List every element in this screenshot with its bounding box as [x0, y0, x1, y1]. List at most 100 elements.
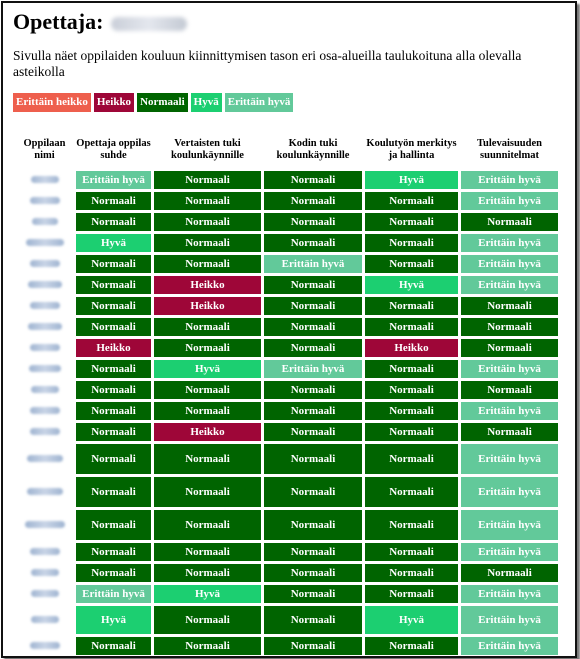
rating-cell-teacher-student: Erittäin hyvä	[76, 171, 151, 189]
student-name-redacted	[16, 477, 73, 507]
student-name-redacted	[16, 543, 73, 561]
table-row: Hyvä Normaali Normaali Hyvä Erittäin hyvä	[16, 606, 558, 634]
rating-cell-future-plans: Erittäin hyvä	[461, 192, 558, 210]
rating-cell-peer-support: Normaali	[154, 402, 261, 420]
student-name-redacted	[16, 171, 73, 189]
page-title: Opettaja:	[13, 9, 188, 35]
redacted-name-blur	[26, 488, 63, 495]
rating-cell-peer-support: Heikko	[154, 423, 261, 441]
rating-cell-home-support: Normaali	[264, 585, 362, 603]
table-row: Normaali Normaali Erittäin hyvä Normaali Eri…	[16, 255, 558, 273]
rating-cell-schoolwork: Hyvä	[365, 606, 458, 634]
redacted-name-blur	[29, 642, 60, 649]
scale-legend: Erittäin heikko Heikko Normaali Hyvä Eri…	[13, 93, 294, 112]
header-schoolwork: Koulutyön merkitys ja hallinta	[366, 138, 457, 161]
rating-cell-teacher-student: Normaali	[76, 360, 151, 378]
rating-cell-future-plans: Erittäin hyvä	[461, 444, 558, 474]
table-row: Heikko Normaali Normaali Heikko Normaali	[16, 339, 558, 357]
rating-cell-home-support: Normaali	[264, 543, 362, 561]
rating-cell-home-support: Normaali	[264, 213, 362, 231]
rating-cell-teacher-student: Hyvä	[76, 234, 151, 252]
rating-cell-peer-support: Normaali	[154, 543, 261, 561]
rating-cell-teacher-student: Normaali	[76, 381, 151, 399]
rating-cell-home-support: Normaali	[264, 477, 362, 507]
student-name-redacted	[16, 564, 73, 582]
header-teacher-student: Opettaja oppilas suhde	[76, 138, 151, 161]
rating-cell-peer-support: Normaali	[154, 510, 261, 540]
table-row: Erittäin hyvä Hyvä Normaali Normaali Erittäi…	[16, 585, 558, 603]
table-row: Normaali Heikko Normaali Normaali Normaali	[16, 423, 558, 441]
header-home-support: Kodin tuki koulunkäynnille	[276, 138, 350, 161]
rating-cell-peer-support: Normaali	[154, 477, 261, 507]
rating-cell-home-support: Normaali	[264, 402, 362, 420]
table-row: Normaali Normaali Normaali Normaali Normaali	[16, 318, 558, 336]
rating-cell-teacher-student: Normaali	[76, 192, 151, 210]
rating-cell-schoolwork: Normaali	[365, 360, 458, 378]
rating-cell-future-plans: Erittäin hyvä	[461, 477, 558, 507]
table-body: Erittäin hyvä Normaali Normaali Hyvä Erittäi…	[16, 171, 558, 655]
rating-cell-home-support: Normaali	[264, 606, 362, 634]
rating-cell-teacher-student: Erittäin hyvä	[76, 585, 151, 603]
rating-cell-peer-support: Normaali	[154, 234, 261, 252]
rating-cell-teacher-student: Normaali	[76, 637, 151, 655]
redacted-name-blur	[30, 176, 59, 183]
rating-cell-teacher-student: Normaali	[76, 213, 151, 231]
redacted-name-blur	[29, 407, 60, 414]
rating-cell-schoolwork: Normaali	[365, 192, 458, 210]
rating-cell-future-plans: Normaali	[461, 318, 558, 336]
legend-erittain-heikko: Erittäin heikko	[13, 93, 91, 112]
redacted-name-blur	[30, 616, 59, 623]
rating-cell-home-support: Normaali	[264, 637, 362, 655]
student-name-redacted	[16, 402, 73, 420]
rating-cell-future-plans: Erittäin hyvä	[461, 171, 558, 189]
rating-cell-peer-support: Normaali	[154, 606, 261, 634]
rating-cell-future-plans: Erittäin hyvä	[461, 402, 558, 420]
rating-cell-teacher-student: Normaali	[76, 510, 151, 540]
student-table: Oppilaan nimi Opettaja oppilas suhde Ver…	[13, 129, 561, 658]
header-student-name: Oppilaan nimi	[23, 138, 66, 161]
rating-cell-teacher-student: Normaali	[76, 564, 151, 582]
rating-cell-future-plans: Erittäin hyvä	[461, 276, 558, 294]
redacted-name-blur	[30, 569, 59, 576]
redacted-name-blur	[27, 281, 62, 288]
student-name-redacted	[16, 213, 73, 231]
rating-cell-peer-support: Heikko	[154, 297, 261, 315]
rating-cell-teacher-student: Heikko	[76, 339, 151, 357]
rating-cell-teacher-student: Normaali	[76, 276, 151, 294]
rating-cell-schoolwork: Normaali	[365, 564, 458, 582]
legend-erittain-hyva: Erittäin hyvä	[224, 93, 294, 112]
rating-cell-teacher-student: Normaali	[76, 402, 151, 420]
redacted-name-blur	[29, 548, 60, 555]
rating-cell-teacher-student: Normaali	[76, 255, 151, 273]
rating-cell-home-support: Normaali	[264, 192, 362, 210]
rating-cell-home-support: Normaali	[264, 510, 362, 540]
rating-cell-schoolwork: Normaali	[365, 423, 458, 441]
student-name-redacted	[16, 510, 73, 540]
rating-cell-peer-support: Normaali	[154, 192, 261, 210]
student-name-redacted	[16, 444, 73, 474]
student-name-redacted	[16, 276, 73, 294]
rating-cell-peer-support: Normaali	[154, 637, 261, 655]
rating-cell-peer-support: Normaali	[154, 339, 261, 357]
student-name-redacted	[16, 585, 73, 603]
rating-cell-teacher-student: Normaali	[76, 423, 151, 441]
legend-hyva: Hyvä	[190, 93, 222, 112]
rating-cell-schoolwork: Normaali	[365, 477, 458, 507]
rating-cell-teacher-student: Normaali	[76, 318, 151, 336]
student-name-redacted	[16, 318, 73, 336]
rating-cell-teacher-student: Hyvä	[76, 606, 151, 634]
rating-cell-home-support: Normaali	[264, 423, 362, 441]
rating-cell-schoolwork: Normaali	[365, 381, 458, 399]
table-row: Normaali Hyvä Erittäin hyvä Normaali Erittäi…	[16, 360, 558, 378]
table-row: Erittäin hyvä Normaali Normaali Hyvä Erittäi…	[16, 171, 558, 189]
rating-cell-home-support: Normaali	[264, 171, 362, 189]
rating-cell-home-support: Normaali	[264, 297, 362, 315]
student-name-redacted	[16, 234, 73, 252]
rating-cell-home-support: Normaali	[264, 564, 362, 582]
rating-cell-schoolwork: Normaali	[365, 510, 458, 540]
rating-cell-future-plans: Erittäin hyvä	[461, 510, 558, 540]
student-name-redacted	[16, 381, 73, 399]
rating-cell-schoolwork: Normaali	[365, 444, 458, 474]
student-name-redacted	[16, 360, 73, 378]
